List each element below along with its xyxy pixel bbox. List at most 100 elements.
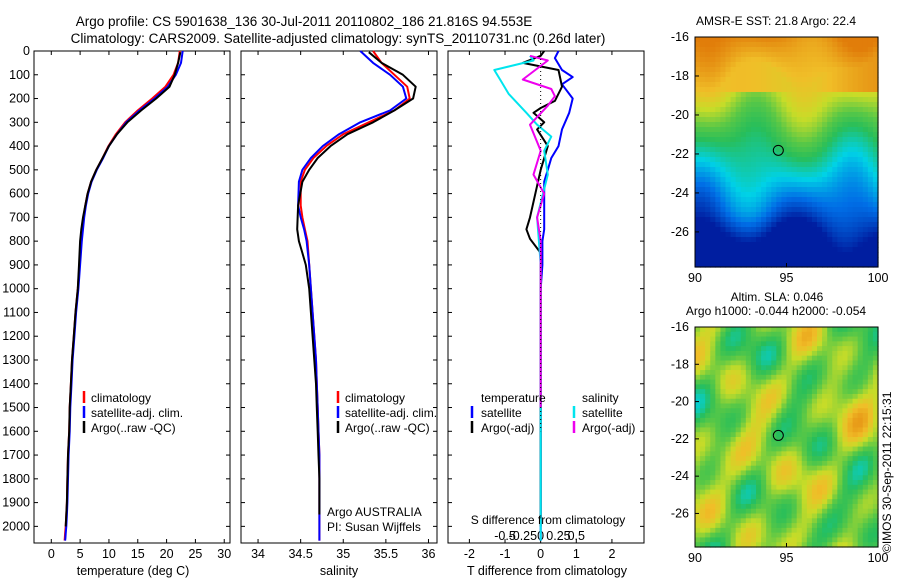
map-cell — [771, 177, 777, 183]
map-cell — [786, 370, 793, 376]
map-cell — [796, 336, 803, 342]
map-cell — [796, 42, 803, 48]
map-cell — [725, 484, 732, 491]
map-cell — [720, 451, 727, 457]
map-cell — [832, 37, 838, 43]
map-cell — [801, 341, 808, 347]
map-cell — [730, 202, 737, 208]
map-cell — [710, 102, 716, 108]
map-cell — [710, 384, 716, 390]
map-cell — [837, 398, 844, 405]
map-cell — [862, 336, 869, 342]
map-cell — [750, 132, 757, 138]
map-cell — [827, 47, 833, 53]
map-cell — [817, 172, 823, 178]
map-cell — [847, 350, 854, 357]
map-cell — [730, 346, 737, 352]
map-cell — [776, 232, 783, 238]
map-cell — [806, 327, 813, 333]
map-cell — [781, 460, 788, 467]
map-cell — [715, 389, 722, 395]
map-cell — [771, 542, 777, 548]
map-cell — [730, 523, 737, 529]
map-cell — [847, 187, 854, 193]
map-cell — [801, 398, 808, 405]
map-cell — [695, 537, 701, 543]
map-cell — [857, 97, 864, 103]
map-cell — [710, 262, 716, 268]
map-cell — [720, 527, 727, 534]
map-cell — [872, 475, 879, 481]
map-cell — [791, 112, 798, 118]
map-cell — [695, 370, 701, 376]
map-cell — [806, 413, 813, 419]
map-cell — [867, 237, 874, 243]
map-cell — [740, 499, 747, 505]
map-cell — [827, 157, 833, 163]
map-cell — [806, 494, 813, 500]
map-cell — [806, 67, 813, 73]
map-cell — [710, 37, 716, 43]
map-cell — [801, 252, 808, 258]
map-cell — [801, 470, 808, 476]
map-cell — [832, 523, 838, 529]
map-cell — [776, 127, 783, 133]
map-cell — [857, 489, 864, 495]
map-cell — [700, 365, 706, 371]
map-cell — [786, 252, 793, 258]
map-cell — [705, 360, 711, 366]
map-cell — [766, 365, 772, 371]
map-cell — [740, 247, 747, 253]
map-cell — [750, 393, 757, 400]
map-cell — [852, 513, 859, 519]
map-cell — [735, 92, 742, 98]
map-cell — [852, 42, 859, 48]
map-cell — [857, 92, 864, 98]
map-cell — [862, 232, 869, 238]
map-cell — [801, 465, 808, 472]
map-cell — [872, 451, 879, 457]
map-cell — [695, 484, 701, 491]
map-cell — [862, 360, 869, 366]
map-cell — [766, 92, 772, 98]
map-cell — [862, 167, 869, 173]
map-cell — [817, 152, 823, 158]
map-cell — [750, 242, 757, 248]
map-cell — [695, 202, 701, 208]
map-cell — [801, 227, 808, 233]
map-cell — [817, 350, 823, 357]
map-cell — [817, 422, 823, 429]
map-cell — [852, 247, 859, 253]
map-cell — [781, 202, 788, 208]
map-cell — [791, 470, 798, 476]
map-cell — [715, 142, 722, 148]
map-cell — [786, 102, 793, 108]
map-cell — [822, 422, 828, 429]
map-cell — [715, 365, 722, 371]
map-cell — [735, 77, 742, 83]
map-cell — [745, 212, 752, 218]
map-cell — [695, 77, 701, 83]
map-cell — [847, 42, 854, 48]
map-cell — [771, 52, 777, 58]
map-cell — [842, 480, 849, 486]
map-cell — [761, 197, 767, 203]
map-cell — [811, 460, 818, 467]
map-cell — [705, 62, 711, 68]
map-cell — [817, 427, 823, 433]
map-cell — [852, 207, 859, 213]
map-cell — [862, 446, 869, 452]
map-cell — [745, 341, 752, 347]
map-cell — [725, 475, 732, 481]
map-cell — [801, 350, 808, 357]
map-cell — [862, 137, 869, 143]
map-cell — [740, 398, 747, 405]
map-cell — [705, 37, 711, 43]
map-cell — [842, 117, 849, 123]
map-cell — [847, 117, 854, 123]
lon-tick-label: 90 — [688, 551, 702, 565]
map-cell — [811, 518, 818, 524]
map-cell — [862, 237, 869, 243]
map-cell — [700, 542, 706, 548]
